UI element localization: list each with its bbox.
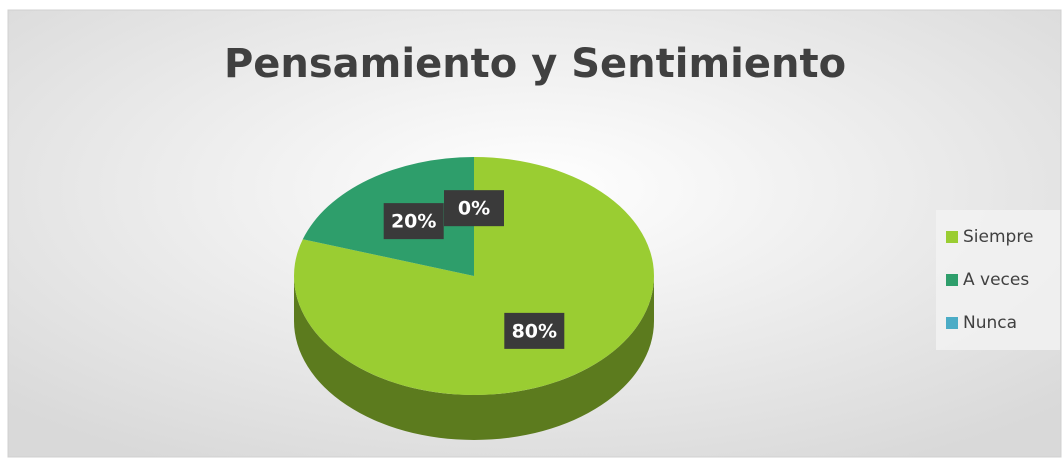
chart-title: Pensamiento y Sentimiento [224, 41, 846, 87]
data-label: 20% [391, 211, 436, 233]
legend-label: A veces [963, 270, 1029, 290]
data-label: 0% [458, 198, 490, 220]
legend-swatch [946, 274, 958, 286]
legend-swatch [946, 231, 958, 243]
legend-label: Nunca [963, 313, 1017, 333]
legend-swatch [946, 317, 958, 329]
slice-side [294, 276, 654, 440]
data-label-box [444, 190, 504, 227]
data-label-box [504, 312, 565, 349]
data-label: 80% [512, 320, 557, 342]
data-label-box [383, 203, 444, 240]
legend-label: Siempre [963, 227, 1033, 247]
